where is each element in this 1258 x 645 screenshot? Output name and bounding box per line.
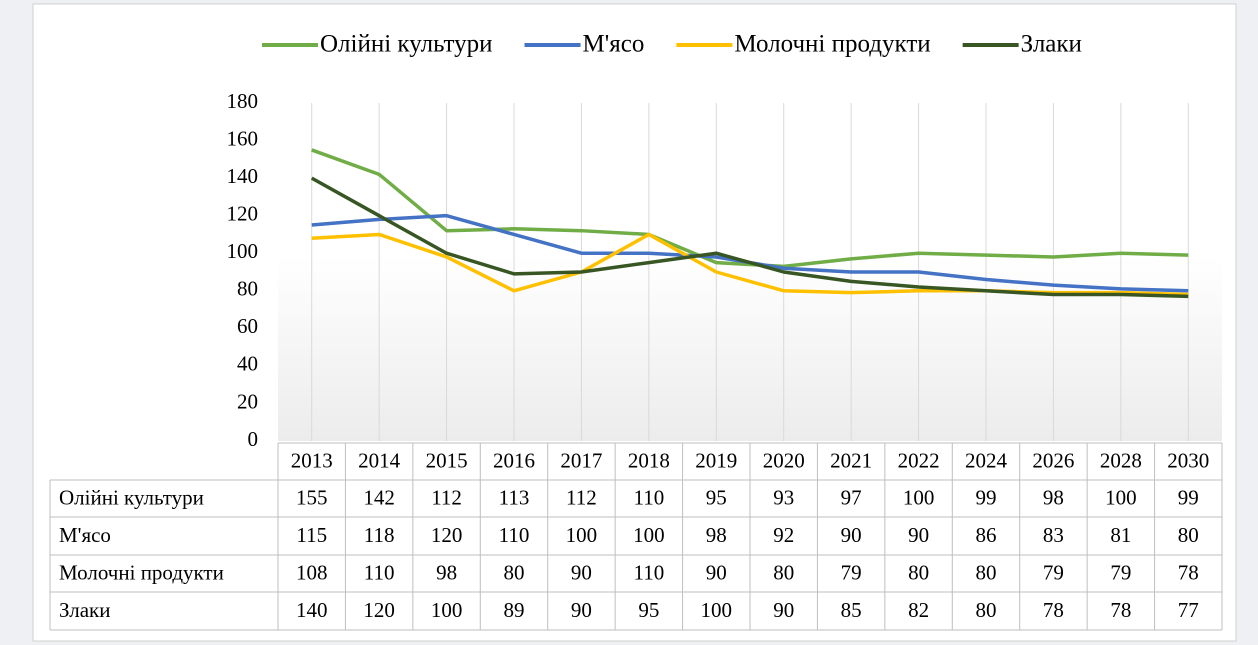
table-cell: 155 <box>296 485 328 509</box>
table-cell: 100 <box>431 598 463 622</box>
table-cell: 93 <box>773 485 794 509</box>
table-row-label: Молочні продукти <box>59 560 224 584</box>
y-tick-label: 80 <box>237 277 258 301</box>
series-line <box>310 176 1189 299</box>
table-cell: 95 <box>706 485 727 509</box>
table-cell: 90 <box>571 598 592 622</box>
y-tick-label: 180 <box>227 89 259 113</box>
table-cell: 80 <box>976 598 997 622</box>
table-cell: 90 <box>773 598 794 622</box>
table-cell: 99 <box>1178 485 1199 509</box>
y-tick-label: 20 <box>237 389 258 413</box>
table-cell: 81 <box>1110 523 1131 547</box>
table-row-label: Злаки <box>59 598 111 622</box>
table-cell: 100 <box>1105 485 1137 509</box>
y-tick-label: 160 <box>227 126 259 150</box>
table-cell: 110 <box>633 560 664 584</box>
x-tick-label: 2017 <box>560 448 602 472</box>
x-tick-label: 2030 <box>1167 448 1209 472</box>
table-cell: 110 <box>633 485 664 509</box>
table-cell: 98 <box>706 523 727 547</box>
table-cell: 90 <box>908 523 929 547</box>
table-cell: 82 <box>908 598 929 622</box>
table-row-label: Олійні культури <box>59 485 204 509</box>
x-tick-label: 2019 <box>695 448 737 472</box>
table-cell: 78 <box>1178 560 1199 584</box>
table-cell: 112 <box>431 485 462 509</box>
table-cell: 120 <box>431 523 463 547</box>
y-tick-label: 60 <box>237 314 258 338</box>
table-cell: 99 <box>976 485 997 509</box>
table-cell: 86 <box>976 523 997 547</box>
table-cell: 100 <box>633 523 665 547</box>
table-cell: 98 <box>436 560 457 584</box>
table-cell: 108 <box>296 560 328 584</box>
x-tick-label: 2020 <box>763 448 805 472</box>
table-cell: 79 <box>841 560 862 584</box>
series-line <box>311 148 1189 269</box>
table-cell: 90 <box>706 560 727 584</box>
table-cell: 80 <box>773 560 794 584</box>
table-cell: 77 <box>1178 598 1199 622</box>
y-tick-label: 0 <box>248 427 259 451</box>
x-tick-label: 2014 <box>358 448 401 472</box>
table-cell: 78 <box>1110 598 1131 622</box>
table-cell: 80 <box>976 560 997 584</box>
table-cell: 80 <box>504 560 525 584</box>
x-tick-label: 2013 <box>291 448 333 472</box>
table-cell: 113 <box>499 485 530 509</box>
x-tick-label: 2015 <box>426 448 468 472</box>
table-cell: 110 <box>499 523 530 547</box>
legend-label: Олійні культури <box>320 31 493 58</box>
table-cell: 90 <box>841 523 862 547</box>
table-cell: 80 <box>908 560 929 584</box>
legend-label: Злаки <box>1021 31 1082 58</box>
x-tick-label: 2028 <box>1100 448 1142 472</box>
table-cell: 80 <box>1178 523 1199 547</box>
y-tick-label: 100 <box>227 239 259 263</box>
table-cell: 79 <box>1110 560 1131 584</box>
legend-label: М'ясо <box>583 31 645 58</box>
table-cell: 120 <box>363 598 395 622</box>
table-cell: 100 <box>566 523 598 547</box>
y-tick-label: 40 <box>237 352 258 376</box>
legend-label: Молочні продукти <box>734 31 930 58</box>
x-tick-label: 2016 <box>493 448 535 472</box>
table-cell: 98 <box>1043 485 1064 509</box>
table-cell: 112 <box>566 485 597 509</box>
y-tick-label: 140 <box>227 164 259 188</box>
table-cell: 100 <box>903 485 935 509</box>
table-row-label: М'ясо <box>59 523 111 547</box>
table-cell: 79 <box>1043 560 1064 584</box>
table-cell: 115 <box>296 523 327 547</box>
table-cell: 92 <box>773 523 794 547</box>
x-tick-label: 2026 <box>1032 448 1074 472</box>
y-tick-label: 120 <box>227 201 259 225</box>
table-cell: 78 <box>1043 598 1064 622</box>
x-tick-label: 2021 <box>830 448 872 472</box>
table-cell: 85 <box>841 598 862 622</box>
table-cell: 140 <box>296 598 328 622</box>
table-cell: 90 <box>571 560 592 584</box>
plot-area <box>278 103 1222 441</box>
table-cell: 110 <box>364 560 395 584</box>
table-cell: 97 <box>841 485 862 509</box>
table-cell: 118 <box>364 523 395 547</box>
table-cell: 89 <box>504 598 525 622</box>
table-cell: 100 <box>701 598 733 622</box>
x-tick-label: 2024 <box>965 448 1008 472</box>
table-cell: 83 <box>1043 523 1064 547</box>
table-cell: 95 <box>638 598 659 622</box>
table-cell: 142 <box>363 485 395 509</box>
x-tick-label: 2022 <box>898 448 940 472</box>
x-tick-label: 2018 <box>628 448 670 472</box>
